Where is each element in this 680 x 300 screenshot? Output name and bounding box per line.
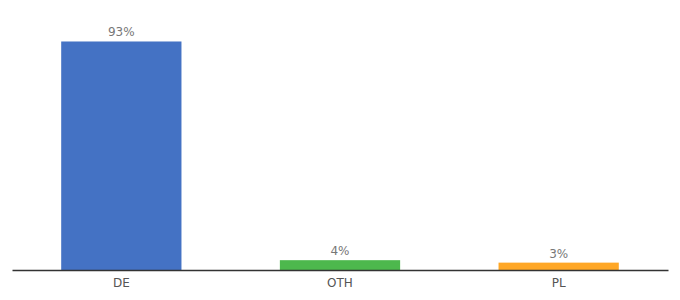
- chart-svg: DE OTH PL 93% 4% 3%: [0, 0, 680, 300]
- bars: [61, 41, 619, 270]
- data-label: 4%: [330, 244, 349, 258]
- bar: [280, 260, 400, 270]
- bar: [61, 41, 181, 270]
- x-tick-label: PL: [552, 276, 566, 290]
- data-label: 3%: [549, 247, 568, 261]
- x-tick-label: DE: [113, 276, 130, 290]
- x-axis-line: [13, 270, 669, 272]
- chart-container: DE OTH PL 93% 4% 3%: [0, 0, 680, 300]
- x-tick: OTH: [327, 270, 353, 290]
- data-labels: 93% 4% 3%: [108, 25, 568, 260]
- bar: [499, 263, 619, 270]
- x-tick: DE: [113, 270, 130, 290]
- x-axis: DE OTH PL: [13, 270, 669, 290]
- data-label: 93%: [108, 25, 135, 39]
- plot-area: DE OTH PL 93% 4% 3%: [13, 25, 669, 289]
- x-tick: PL: [552, 270, 566, 290]
- x-tick-label: OTH: [327, 276, 353, 290]
